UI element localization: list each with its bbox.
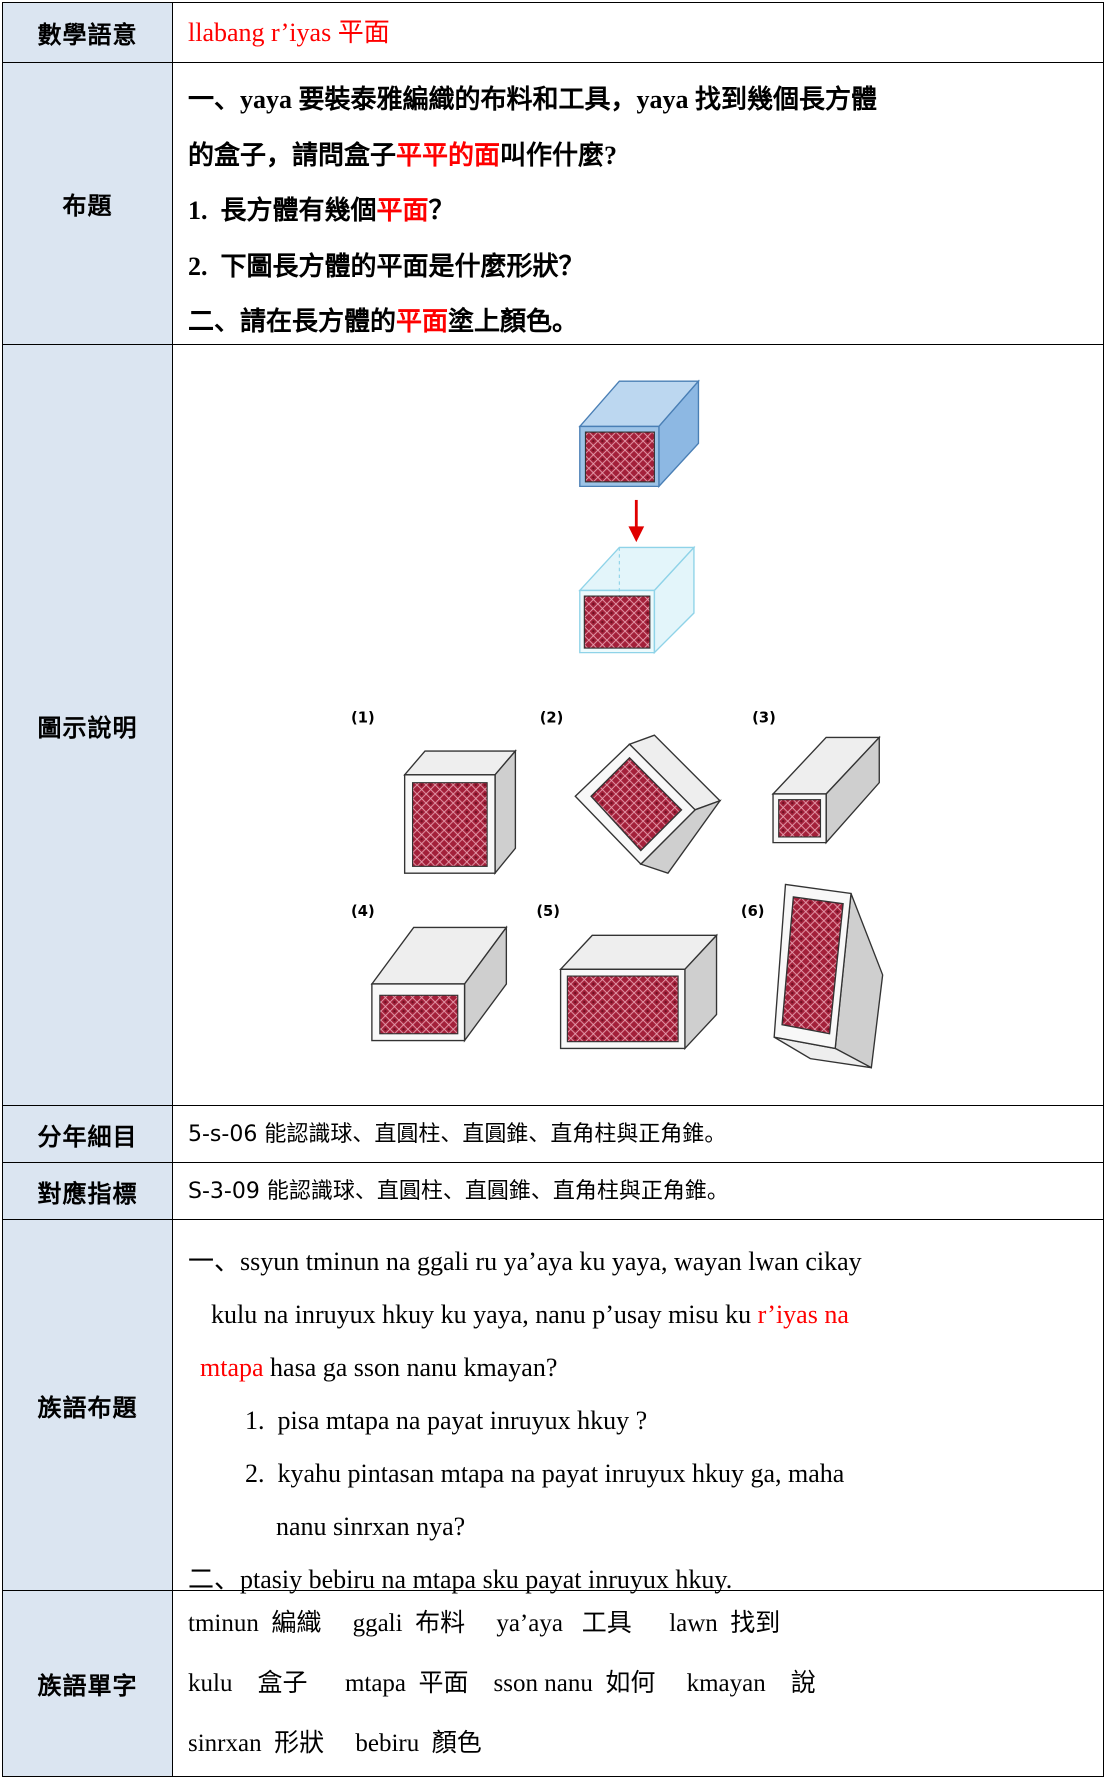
text-line: 1. pisa mtapa na payat inruyux hkuy ? — [245, 1394, 647, 1447]
text-segment: 1. 長方體有幾個 — [188, 196, 377, 225]
text-segment: 二、請在長方體的 — [188, 307, 397, 336]
figure-label: (1) — [351, 710, 375, 727]
text-segment: 二、ptasiy bebiru na mtapa sku payat inruy… — [188, 1565, 733, 1594]
row-content: 一、ssyun tminun na ggali ru ya’aya ku yay… — [172, 1219, 1104, 1594]
row-label: 數學語意 — [2, 2, 173, 63]
text-line: 的盒子，請問盒子平平的面叫作什麼? — [188, 128, 617, 184]
shape — [566, 975, 679, 1043]
text-line: llabang r’iyas 平面 — [188, 4, 390, 62]
shape — [379, 994, 459, 1035]
text-segment: kulu 盒子 mtapa 平面 sson nanu 如何 kmayan 說 — [188, 1670, 816, 1697]
shape — [628, 526, 645, 543]
text-line: nanu sinrxan nya? — [276, 1500, 465, 1553]
text-segment: 2. kyahu pintasan mtapa na payat inruyux… — [245, 1459, 845, 1488]
text-line: 2. 下圖長方體的平面是什麼形狀？ — [188, 239, 585, 295]
text-segment: 平面 — [396, 307, 449, 336]
row-label: 分年細目 — [2, 1105, 173, 1163]
text-segment: 平面 — [376, 196, 429, 225]
text-line: S-3-09 能認識球、直圓柱、直圓錐、直角柱與正角錐。 — [188, 1163, 729, 1220]
text-line: 一、ssyun tminun na ggali ru ya’aya ku yay… — [188, 1235, 862, 1288]
shape — [411, 782, 488, 867]
text-line: 1. 長方體有幾個平面？ — [188, 183, 455, 239]
figure-label: (3) — [752, 710, 776, 727]
row-label: 圖示說明 — [2, 344, 173, 1106]
shape — [584, 431, 655, 483]
text-segment: 1. pisa mtapa na payat inruyux hkuy ? — [245, 1406, 648, 1435]
text-line: 二、ptasiy bebiru na mtapa sku payat inruy… — [188, 1553, 732, 1606]
text-segment: 一、yaya 要裝泰雅編織的布料和工具，yaya 找到幾個長方體 — [188, 85, 878, 114]
text-segment: r’iyas na — [757, 1300, 849, 1329]
text-segment: 塗上顏色。 — [448, 307, 579, 336]
text-segment: sinrxan 形狀 bebiru 顏色 — [188, 1730, 482, 1757]
text-line: kulu 盒子 mtapa 平面 sson nanu 如何 kmayan 說 — [188, 1654, 816, 1714]
text-line: 二、請在長方體的平面塗上顏色。 — [188, 294, 578, 350]
text-line: 5-s-06 能認識球、直圓柱、直圓錐、直角柱與正角錐。 — [188, 1106, 726, 1163]
text-segment: mtapa — [200, 1353, 264, 1382]
figure-label: (5) — [536, 903, 560, 920]
text-segment: 平平的面 — [396, 140, 501, 170]
row-label: 族語單字 — [2, 1590, 173, 1777]
row-content: 一、yaya 要裝泰雅編織的布料和工具，yaya 找到幾個長方體 的盒子，請問盒子… — [172, 62, 1104, 345]
figure: (1) (2) (3) (4) (5) (6) — [351, 379, 884, 1069]
row-content: llabang r’iyas 平面 — [172, 2, 1104, 63]
figure-label: (2) — [540, 710, 564, 727]
text-segment: tminun 編織 ggali 布料 ya’aya 工具 lawn 找到 — [188, 1610, 781, 1637]
text-line: 2. kyahu pintasan mtapa na payat inruyux… — [245, 1447, 844, 1500]
row-label: 族語布題 — [2, 1219, 173, 1591]
text-segment: 一、ssyun tminun na ggali ru ya’aya ku yay… — [188, 1247, 862, 1276]
text-segment: 的盒子，請問盒子 — [188, 140, 397, 170]
text-line: sinrxan 形狀 bebiru 顏色 — [188, 1714, 482, 1774]
text-segment: 5-s-06 能認識球、直圓柱、直圓錐、直角柱與正角錐。 — [188, 1122, 727, 1147]
text-segment: ？ — [428, 196, 455, 225]
text-segment: nanu sinrxan nya? — [276, 1512, 466, 1541]
row-content: tminun 編織 ggali 布料 ya’aya 工具 lawn 找到 kulu… — [172, 1590, 1104, 1777]
row-content: 5-s-06 能認識球、直圓柱、直圓錐、直角柱與正角錐。 — [172, 1105, 1104, 1163]
row-content: (1) (2) (3) (4) (5) (6) — [172, 344, 1104, 1106]
figure-label: (6) — [741, 903, 765, 920]
text-line: 一、yaya 要裝泰雅編織的布料和工具，yaya 找到幾個長方體 — [188, 72, 877, 128]
text-segment: 2. 下圖長方體的平面是什麼形狀？ — [188, 251, 585, 281]
text-line: kulu na inruyux hkuy ku yaya, nanu p’usa… — [211, 1288, 849, 1341]
figure-label: (4) — [351, 903, 375, 920]
text-segment: S-3-09 能認識球、直圓柱、直圓錐、直角柱與正角錐。 — [188, 1179, 729, 1204]
row-label: 對應指標 — [2, 1162, 173, 1220]
shape — [778, 799, 822, 838]
text-segment: kulu na inruyux hkuy ku yaya, nanu p’usa… — [211, 1300, 758, 1329]
shape — [590, 756, 683, 852]
row-content: S-3-09 能認識球、直圓柱、直圓錐、直角柱與正角錐。 — [172, 1162, 1104, 1220]
text-segment: llabang r’iyas 平面 — [188, 18, 390, 47]
row-label: 布題 — [2, 62, 173, 345]
shape — [583, 595, 651, 649]
text-segment: hasa ga sson nanu kmayan? — [263, 1353, 558, 1382]
shape — [781, 896, 844, 1035]
text-segment: 叫作什麼? — [500, 140, 618, 170]
text-line: tminun 編織 ggali 布料 ya’aya 工具 lawn 找到 — [188, 1594, 780, 1654]
text-line: mtapa hasa ga sson nanu kmayan? — [200, 1341, 557, 1394]
